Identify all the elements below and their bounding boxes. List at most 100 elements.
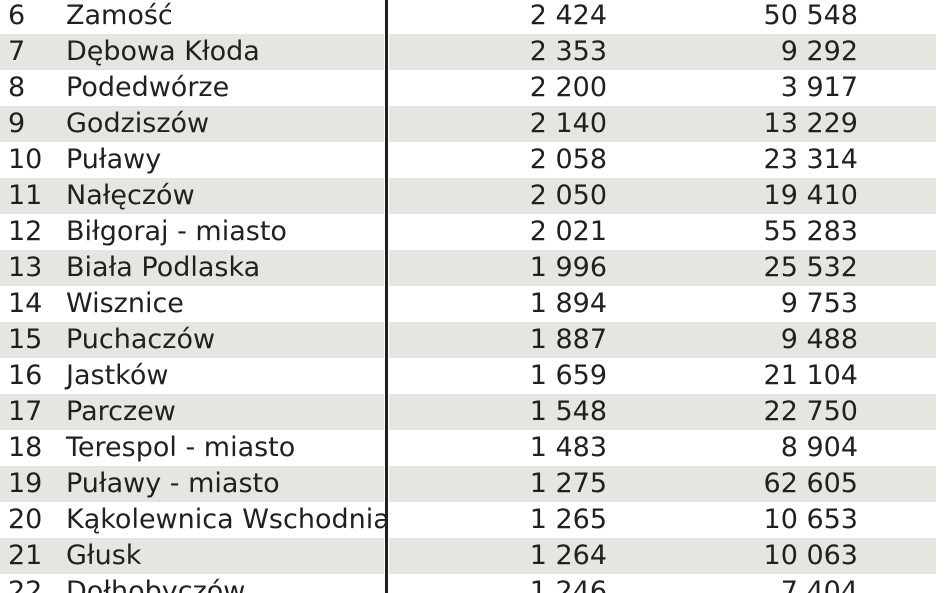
value-2-cell: 3 917 — [780, 72, 858, 103]
value-2-cell: 9 488 — [780, 324, 858, 355]
row-shade-left — [0, 34, 384, 70]
name-cell: Głusk — [66, 540, 142, 571]
row-shade-right — [389, 538, 936, 574]
name-cell: Parczew — [66, 396, 176, 427]
rank-cell: 17 — [8, 396, 43, 427]
value-2-cell: 22 750 — [763, 396, 858, 427]
value-2-cell: 10 063 — [763, 540, 858, 571]
rank-cell: 8 — [8, 72, 26, 103]
table-row: 7 Dębowa Kłoda 2 353 9 292 — [0, 34, 936, 70]
value-1-cell: 1 483 — [529, 432, 607, 463]
rank-cell: 11 — [8, 180, 43, 211]
name-cell: Dębowa Kłoda — [66, 36, 260, 67]
row-shade-right — [389, 322, 936, 358]
rank-cell: 19 — [8, 468, 43, 499]
table-row: 17 Parczew 1 548 22 750 — [0, 394, 936, 430]
name-cell: Kąkolewnica Wschodnia — [66, 504, 390, 535]
name-cell: Puchaczów — [66, 324, 216, 355]
name-cell: Jastków — [66, 360, 169, 391]
value-2-cell: 62 605 — [763, 468, 858, 499]
value-1-cell: 1 996 — [529, 252, 607, 283]
value-2-cell: 25 532 — [763, 252, 858, 283]
rank-cell: 6 — [8, 0, 26, 31]
name-cell: Biała Podlaska — [66, 252, 261, 283]
value-1-cell: 2 200 — [529, 72, 607, 103]
table-row: 12 Biłgoraj - miasto 2 021 55 283 — [0, 214, 936, 250]
column-divider — [385, 0, 388, 593]
table-row: 21 Głusk 1 264 10 063 — [0, 538, 936, 574]
value-2-cell: 10 653 — [763, 504, 858, 535]
value-2-cell: 9 292 — [780, 36, 858, 67]
table-row: 6 Zamość 2 424 50 548 — [0, 0, 936, 34]
value-1-cell: 2 353 — [529, 36, 607, 67]
row-shade-left — [0, 538, 384, 574]
value-1-cell: 1 659 — [529, 360, 607, 391]
row-shade-left — [0, 250, 384, 286]
rank-cell: 9 — [8, 108, 26, 139]
value-2-cell: 19 410 — [763, 180, 858, 211]
rank-cell: 15 — [8, 324, 43, 355]
name-cell: Puławy — [66, 144, 162, 175]
value-2-cell: 8 904 — [780, 432, 858, 463]
value-1-cell: 2 050 — [529, 180, 607, 211]
table-row: 22 Dołhobyczów 1 246 7 404 — [0, 574, 936, 593]
row-shade-left — [0, 394, 384, 430]
row-shade-left — [0, 466, 384, 502]
rank-cell: 22 — [8, 576, 43, 593]
rank-cell: 12 — [8, 216, 43, 247]
table-row: 18 Terespol - miasto 1 483 8 904 — [0, 430, 936, 466]
value-1-cell: 1 275 — [529, 468, 607, 499]
value-1-cell: 1 265 — [529, 504, 607, 535]
rank-cell: 18 — [8, 432, 43, 463]
value-1-cell: 2 140 — [529, 108, 607, 139]
table-row: 15 Puchaczów 1 887 9 488 — [0, 322, 936, 358]
row-shade-left — [0, 178, 384, 214]
table-row: 14 Wisznice 1 894 9 753 — [0, 286, 936, 322]
value-1-cell: 2 058 — [529, 144, 607, 175]
rank-cell: 10 — [8, 144, 43, 175]
value-2-cell: 13 229 — [763, 108, 858, 139]
name-cell: Puławy - miasto — [66, 468, 280, 499]
table-row: 16 Jastków 1 659 21 104 — [0, 358, 936, 394]
table-row: 19 Puławy - miasto 1 275 62 605 — [0, 466, 936, 502]
rank-cell: 21 — [8, 540, 43, 571]
value-1-cell: 1 246 — [529, 576, 607, 593]
table-row: 10 Puławy 2 058 23 314 — [0, 142, 936, 178]
value-2-cell: 23 314 — [763, 144, 858, 175]
rank-cell: 7 — [8, 36, 26, 67]
rank-cell: 16 — [8, 360, 43, 391]
value-1-cell: 1 264 — [529, 540, 607, 571]
row-shade-right — [389, 466, 936, 502]
name-cell: Podedwórze — [66, 72, 230, 103]
value-1-cell: 1 894 — [529, 288, 607, 319]
table-row: 20 Kąkolewnica Wschodnia 1 265 10 653 — [0, 502, 936, 538]
value-1-cell: 1 548 — [529, 396, 607, 427]
name-cell: Godziszów — [66, 108, 210, 139]
value-2-cell: 21 104 — [763, 360, 858, 391]
name-cell: Wisznice — [66, 288, 184, 319]
row-shade-right — [389, 34, 936, 70]
name-cell: Biłgoraj - miasto — [66, 216, 287, 247]
name-cell: Nałęczów — [66, 180, 195, 211]
table-row: 9 Godziszów 2 140 13 229 — [0, 106, 936, 142]
value-1-cell: 2 424 — [529, 0, 607, 31]
name-cell: Zamość — [66, 0, 173, 31]
rank-cell: 14 — [8, 288, 43, 319]
value-2-cell: 7 404 — [780, 576, 858, 593]
value-2-cell: 55 283 — [763, 216, 858, 247]
row-shade-right — [389, 178, 936, 214]
value-2-cell: 50 548 — [763, 0, 858, 31]
table-row: 11 Nałęczów 2 050 19 410 — [0, 178, 936, 214]
row-shade-right — [389, 106, 936, 142]
row-shade-right — [389, 250, 936, 286]
value-1-cell: 2 021 — [529, 216, 607, 247]
name-cell: Terespol - miasto — [66, 432, 296, 463]
table-row: 8 Podedwórze 2 200 3 917 — [0, 70, 936, 106]
name-cell: Dołhobyczów — [66, 576, 246, 593]
value-2-cell: 9 753 — [780, 288, 858, 319]
value-1-cell: 1 887 — [529, 324, 607, 355]
rank-cell: 13 — [8, 252, 43, 283]
table-row: 13 Biała Podlaska 1 996 25 532 — [0, 250, 936, 286]
row-shade-right — [389, 394, 936, 430]
